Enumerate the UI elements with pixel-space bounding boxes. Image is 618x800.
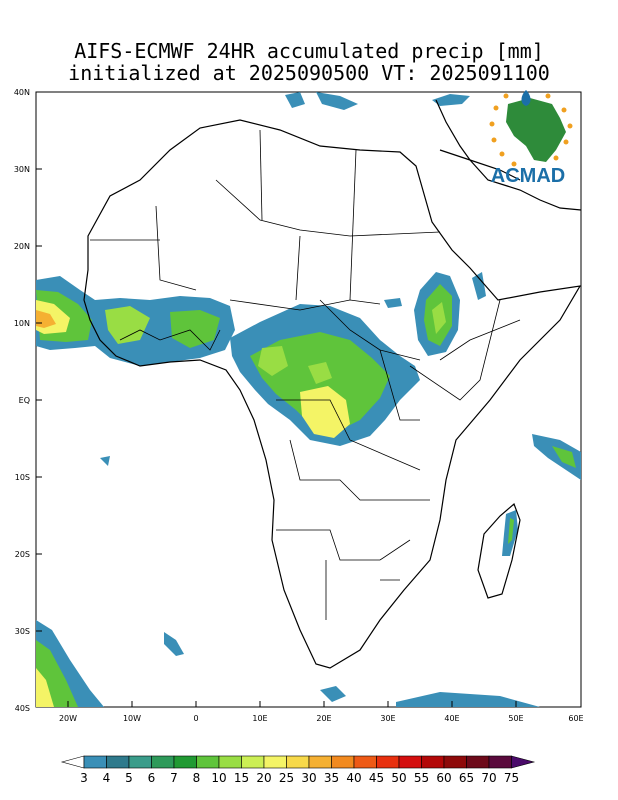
lat-label: 10N	[14, 319, 30, 328]
lon-label: 60E	[568, 714, 583, 723]
colorbar-label: 20	[256, 771, 271, 785]
colorbar-label: 65	[459, 771, 474, 785]
acmad-logo: ACMAD	[489, 90, 573, 187]
colorbar-label: 45	[369, 771, 384, 785]
lat-label: 10S	[15, 473, 30, 482]
colorbar-swatch	[218, 755, 242, 769]
lat-label: 20N	[14, 242, 30, 251]
colorbar-under-arrow	[60, 755, 85, 769]
colorbar-label: 7	[170, 771, 178, 785]
lon-label: 50E	[508, 714, 523, 723]
colorbar-label: 25	[279, 771, 294, 785]
borders	[90, 129, 521, 620]
lat-label: 20S	[15, 550, 30, 559]
colorbar-swatch	[331, 755, 355, 769]
colorbar-swatch	[376, 755, 400, 769]
colorbar-label: 3	[80, 771, 88, 785]
colorbar-label: 35	[324, 771, 339, 785]
colorbar-label: 40	[346, 771, 361, 785]
lon-label: 20E	[316, 714, 331, 723]
colorbar-swatch	[443, 755, 467, 769]
lon-label: 40E	[444, 714, 459, 723]
colorbar-swatch	[196, 755, 220, 769]
colorbar-label: 55	[414, 771, 429, 785]
map-title-line-2: initialized at 2025090500 VT: 2025091100	[68, 61, 550, 85]
colorbar-label: 75	[504, 771, 519, 785]
colorbar-swatch	[286, 755, 310, 769]
colorbar-label: 50	[391, 771, 406, 785]
map-title-line-1: AIFS-ECMWF 24HR accumulated precip [mm]	[74, 39, 544, 63]
colorbar-swatch	[263, 755, 287, 769]
colorbar-swatch	[106, 755, 130, 769]
coastlines	[83, 99, 582, 669]
madagascar-coast	[477, 502, 521, 599]
colorbar-label: 60	[436, 771, 451, 785]
colorbar-swatch	[488, 755, 512, 769]
lat-label: EQ	[19, 396, 30, 405]
lon-axis: 20W 10W 0 10E 20E 30E 40E 50E 60E	[59, 701, 584, 723]
colorbar-swatch	[173, 755, 197, 769]
colorbar-swatch	[466, 755, 490, 769]
lon-label: 0	[193, 714, 198, 723]
colorbar-label: 30	[301, 771, 316, 785]
lon-label: 20W	[59, 714, 77, 723]
colorbar-swatch	[83, 755, 107, 769]
colorbar-label: 10	[211, 771, 226, 785]
lat-label: 40S	[15, 704, 30, 713]
logo-text: ACMAD	[491, 165, 565, 187]
lat-axis: 40N 30N 20N 10N EQ 10S 20S 30S 40S	[14, 88, 42, 713]
lon-label: 30E	[380, 714, 395, 723]
colorbar-swatch	[353, 755, 377, 769]
precip-shading	[36, 92, 581, 707]
colorbar-swatch	[241, 755, 265, 769]
colorbar-label: 8	[193, 771, 201, 785]
colorbar-label: 15	[234, 771, 249, 785]
colorbar-swatch	[151, 755, 175, 769]
lat-label: 30S	[15, 627, 30, 636]
lon-label: 10W	[123, 714, 141, 723]
colorbar-label: 4	[103, 771, 111, 785]
colorbar-label: 6	[148, 771, 156, 785]
colorbar-swatch	[421, 755, 445, 769]
colorbar-label: 5	[125, 771, 133, 785]
colorbar: 3 4 5 6 7 8 10 15 20 25 30 35 40 45 50 55 60 65 70 75	[60, 755, 536, 785]
colorbar-swatch	[128, 755, 152, 769]
map-area	[35, 91, 582, 708]
colorbar-swatch	[308, 755, 332, 769]
lon-label: 10E	[252, 714, 267, 723]
colorbar-over-arrow	[511, 755, 536, 769]
colorbar-label: 70	[481, 771, 496, 785]
colorbar-swatch	[398, 755, 422, 769]
lat-label: 30N	[14, 165, 30, 174]
lat-label: 40N	[14, 88, 30, 97]
africa-map-logo	[489, 90, 573, 167]
